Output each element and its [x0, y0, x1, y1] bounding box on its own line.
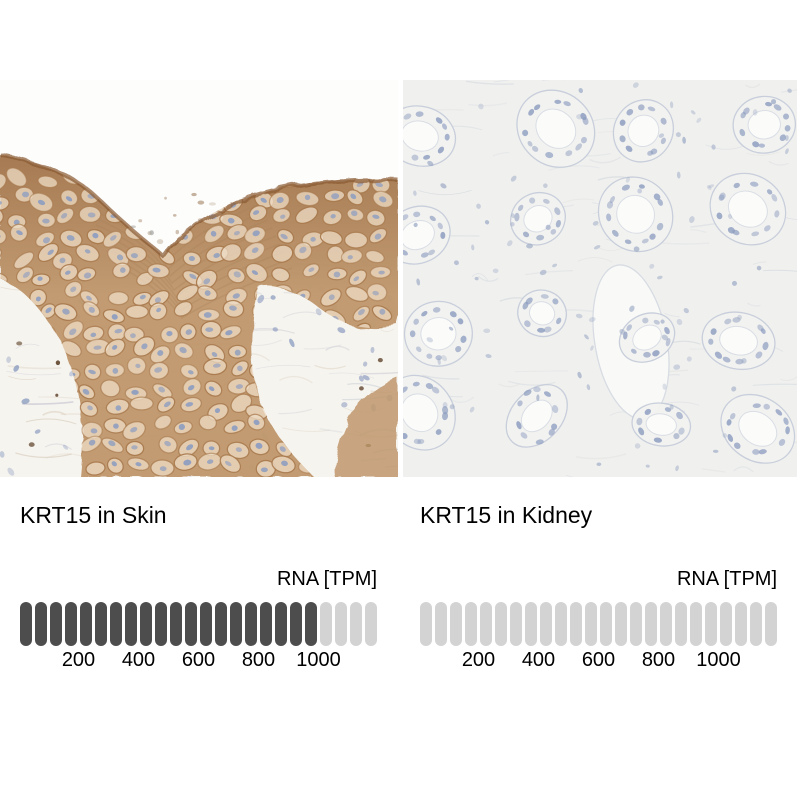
rna-meter-segment [660, 602, 672, 646]
panel-title-kidney: KRT15 in Kidney [420, 502, 593, 528]
kidney-ihc-micrograph [403, 80, 797, 477]
rna-meter-segment [35, 602, 47, 646]
panel-title-skin: KRT15 in Skin [20, 502, 167, 528]
rna-meter-axis: 200 400 600 800 1000 [20, 649, 377, 675]
rna-axis-tick: 200 [461, 649, 496, 671]
rna-tpm-label: RNA [TPM] [676, 568, 777, 590]
rna-axis-tick: 800 [241, 649, 276, 671]
rna-axis-tick: 800 [641, 649, 676, 671]
rna-meter-segment [65, 602, 77, 646]
rna-meter-segment [645, 602, 657, 646]
rna-meter-segment [365, 602, 377, 646]
rna-meter-segment [125, 602, 137, 646]
rna-meter-axis: 200 400 600 800 1000 [420, 649, 777, 675]
rna-tpm-label: RNA [TPM] [276, 568, 377, 590]
rna-meter-segments [20, 602, 377, 646]
rna-meter-segment [585, 602, 597, 646]
rna-meter-segment [110, 602, 122, 646]
rna-meter-segment [525, 602, 537, 646]
rna-expression-meter-skin: RNA [TPM] 200 400 600 800 1000 [20, 565, 377, 677]
rna-meter-segment [275, 602, 287, 646]
rna-axis-tick: 400 [521, 649, 556, 671]
rna-meter-segment [50, 602, 62, 646]
rna-meter-segment [765, 602, 777, 646]
rna-meter-segment [320, 602, 332, 646]
rna-meter-segment [630, 602, 642, 646]
rna-meter-segment [450, 602, 462, 646]
skin-ihc-micrograph [0, 80, 398, 477]
rna-meter-segment [510, 602, 522, 646]
rna-meter-segment [305, 602, 317, 646]
rna-axis-tick: 1000 [696, 649, 741, 671]
rna-meter-segment [350, 602, 362, 646]
rna-meter-segment [615, 602, 627, 646]
rna-meter-segment [140, 602, 152, 646]
rna-axis-tick: 600 [581, 649, 616, 671]
rna-meter-segment [720, 602, 732, 646]
rna-meter-segment [155, 602, 167, 646]
rna-meter-segment [675, 602, 687, 646]
rna-meter-segment [600, 602, 612, 646]
rna-meter-segment [245, 602, 257, 646]
rna-meter-segment [215, 602, 227, 646]
rna-meter-segment [690, 602, 702, 646]
rna-meter-segment [290, 602, 302, 646]
rna-meter-segment [335, 602, 347, 646]
rna-meter-segment [555, 602, 567, 646]
rna-meter-segments [420, 602, 777, 646]
rna-meter-segment [200, 602, 212, 646]
rna-axis-tick: 1000 [296, 649, 341, 671]
rna-meter-segment [480, 602, 492, 646]
rna-expression-meter-kidney: RNA [TPM] 200 400 600 800 1000 [420, 565, 777, 677]
rna-meter-segment [420, 602, 432, 646]
rna-axis-tick: 600 [181, 649, 216, 671]
rna-meter-segment [495, 602, 507, 646]
rna-meter-segment [435, 602, 447, 646]
rna-axis-tick: 400 [121, 649, 156, 671]
rna-meter-segment [95, 602, 107, 646]
rna-meter-segment [20, 602, 32, 646]
rna-meter-segment [260, 602, 272, 646]
rna-meter-segment [185, 602, 197, 646]
rna-meter-segment [705, 602, 717, 646]
rna-meter-segment [570, 602, 582, 646]
rna-meter-segment [750, 602, 762, 646]
rna-meter-segment [80, 602, 92, 646]
rna-meter-segment [230, 602, 242, 646]
rna-meter-segment [735, 602, 747, 646]
rna-axis-tick: 200 [61, 649, 96, 671]
rna-meter-segment [465, 602, 477, 646]
rna-meter-segment [170, 602, 182, 646]
rna-meter-segment [540, 602, 552, 646]
